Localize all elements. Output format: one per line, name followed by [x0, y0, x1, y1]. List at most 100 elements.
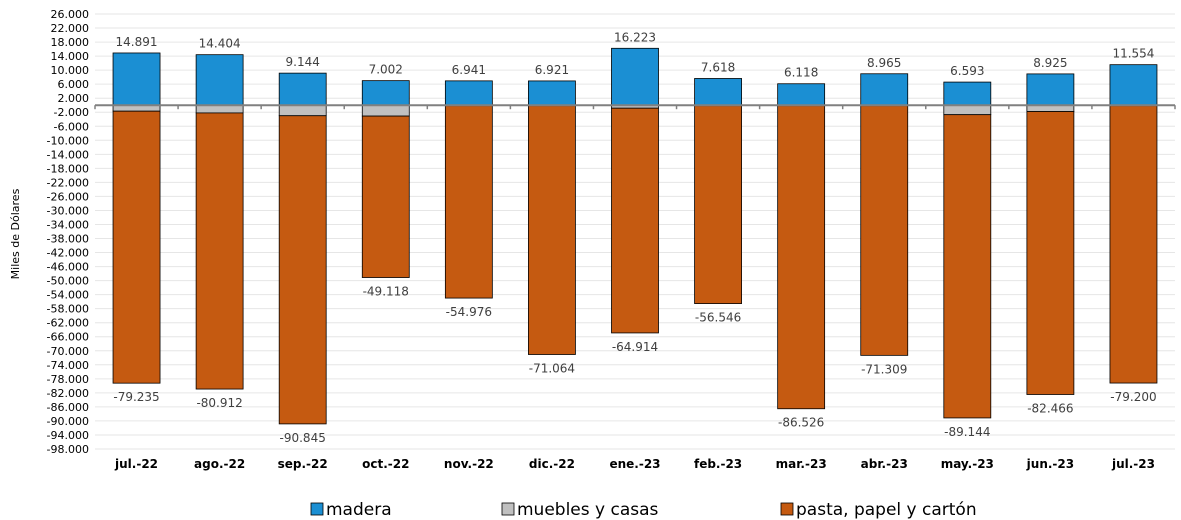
y-tick-label: -2.000: [54, 106, 89, 119]
data-label-top: 14.891: [116, 35, 158, 49]
bar-madera-6: [611, 47, 659, 106]
bar-muebles-y-casas-10: [943, 104, 992, 116]
y-tick-label: -38.000: [47, 233, 89, 246]
bar-muebles-y-casas-1: [195, 104, 244, 114]
bar-pasta-papel-y-cart-n-9: [860, 105, 909, 356]
data-label-bottom: -80.912: [196, 396, 242, 410]
x-tick-label: ene.-23: [609, 457, 660, 471]
bar-pasta-papel-y-cart-n-2: [278, 115, 327, 425]
data-label-bottom: -64.914: [612, 340, 658, 354]
y-tick-label: -66.000: [47, 331, 89, 344]
y-tick-label: -34.000: [47, 218, 89, 231]
y-tick-label: -50.000: [47, 275, 89, 288]
bar-muebles-y-casas-2: [278, 104, 327, 117]
y-tick-label: 18.000: [51, 36, 90, 49]
y-tick-label: -74.000: [47, 359, 89, 372]
x-tick-label: oct.-22: [362, 457, 409, 471]
y-tick-label: -90.000: [47, 415, 89, 428]
data-label-bottom: -54.976: [446, 305, 492, 319]
data-label-bottom: -86.526: [778, 416, 824, 430]
x-tick-label: jul.-22: [114, 457, 158, 471]
y-tick-label: -78.000: [47, 373, 89, 386]
data-label-bottom: -79.235: [113, 390, 159, 404]
bar-pasta-papel-y-cart-n-3: [361, 115, 410, 278]
bar-madera-9: [860, 73, 909, 106]
y-tick-label: -22.000: [47, 176, 89, 189]
bar-pasta-papel-y-cart-n-1: [195, 112, 244, 390]
data-label-top: 6.593: [950, 64, 984, 78]
data-label-top: 11.554: [1112, 47, 1154, 61]
data-label-top: 6.921: [535, 63, 569, 77]
data-label-top: 6.118: [784, 66, 818, 80]
bar-madera-7: [694, 78, 742, 106]
y-tick-label: 26.000: [51, 8, 90, 21]
y-tick-label: -82.000: [47, 387, 89, 400]
x-axis: jul.-22 ago.-22 sep.-22 oct.-22 nov.-22 dic.-…: [94, 104, 1176, 471]
data-label-bottom: -90.845: [280, 431, 326, 445]
y-tick-label: -26.000: [47, 190, 89, 203]
bar-madera-2: [278, 72, 327, 106]
y-tick-label: -46.000: [47, 261, 89, 274]
y-tick-label: 22.000: [51, 22, 90, 35]
bar-pasta-papel-y-cart-n-6: [611, 107, 659, 334]
y-tick-label: 6.000: [58, 78, 90, 91]
y-tick-label: -10.000: [47, 134, 89, 147]
bar-pasta-papel-y-cart-n-10: [943, 114, 992, 419]
x-tick-label: may.-23: [941, 457, 994, 471]
x-tick-label: dic.-22: [529, 457, 575, 471]
y-tick-label: -14.000: [47, 148, 89, 161]
bar-pasta-papel-y-cart-n-0: [112, 110, 161, 384]
y-axis: 26.00022.00018.00014.00010.0006.0002.000…: [47, 8, 89, 456]
y-tick-label: 14.000: [51, 50, 90, 63]
y-tick-label: -98.000: [47, 443, 89, 456]
data-label-top: 14.404: [199, 37, 241, 51]
y-tick-label: -70.000: [47, 345, 89, 358]
x-tick-label: jun.-23: [1026, 457, 1074, 471]
data-labels: 14.891 -79.235 14.404 -80.912 9.144 -90.845 7.…: [113, 30, 1156, 445]
data-label-top: 16.223: [614, 30, 656, 44]
y-tick-label: -42.000: [47, 247, 89, 260]
legend: madera muebles y casas pasta, papel y cart…: [310, 500, 977, 520]
bar-madera-0: [112, 52, 161, 106]
y-tick-label: -54.000: [47, 289, 89, 302]
data-label-bottom: -82.466: [1027, 402, 1073, 416]
data-label-bottom: -71.309: [861, 362, 907, 376]
bars: [112, 47, 1158, 425]
x-tick-label: jul.-23: [1111, 457, 1155, 471]
bar-madera-10: [943, 81, 992, 106]
y-tick-label: -94.000: [47, 429, 89, 442]
y-tick-label: -58.000: [47, 303, 89, 316]
legend-swatch: [310, 502, 324, 516]
y-tick-label: 2.000: [58, 92, 90, 105]
bar-madera-3: [361, 80, 410, 106]
bar-muebles-y-casas-3: [361, 104, 410, 117]
bar-pasta-papel-y-cart-n-4: [444, 105, 493, 299]
bar-madera-12: [1109, 64, 1158, 106]
y-tick-label: -18.000: [47, 162, 89, 175]
data-label-top: 7.002: [369, 63, 403, 77]
x-tick-label: nov.-22: [444, 457, 494, 471]
bar-pasta-papel-y-cart-n-7: [694, 105, 742, 304]
bar-pasta-papel-y-cart-n-5: [528, 105, 576, 355]
y-tick-label: -62.000: [47, 317, 89, 330]
data-label-top: 7.618: [701, 60, 735, 74]
x-tick-label: abr.-23: [861, 457, 908, 471]
data-label-top: 8.965: [867, 56, 901, 70]
x-tick-label: mar.-23: [776, 457, 827, 471]
bar-pasta-papel-y-cart-n-11: [1026, 111, 1075, 395]
legend-swatch: [501, 502, 515, 516]
bar-madera-4: [444, 80, 493, 106]
data-label-bottom: -89.144: [944, 425, 990, 439]
y-tick-label: -6.000: [54, 120, 89, 133]
legend-label: muebles y casas: [517, 500, 659, 520]
data-label-top: 9.144: [286, 55, 320, 69]
y-tick-label: 10.000: [51, 64, 90, 77]
data-label-bottom: -56.546: [695, 311, 741, 325]
legend-label: pasta, papel y cartón: [796, 500, 977, 520]
bar-madera-8: [777, 83, 826, 106]
bar-madera-1: [195, 54, 244, 106]
legend-swatch: [780, 502, 794, 516]
y-axis-title: Miles de Dólares: [9, 188, 22, 279]
